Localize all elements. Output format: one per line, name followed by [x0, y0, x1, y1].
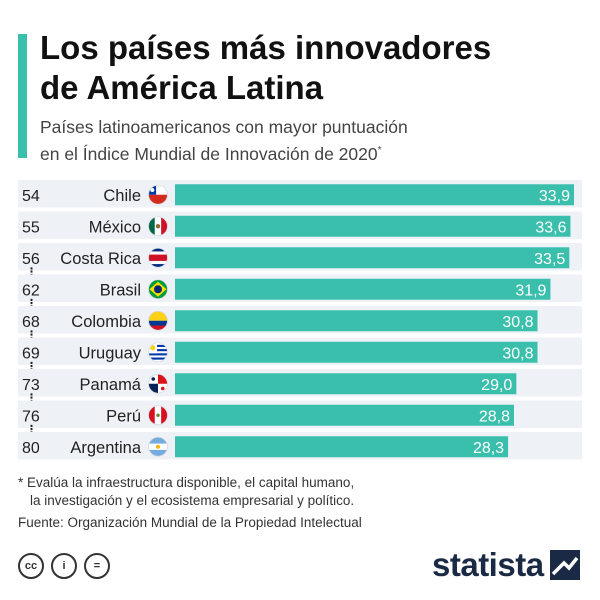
- bar: [175, 310, 538, 332]
- chart-title: Los países más innovadores de América La…: [40, 28, 580, 108]
- country-label: Chile: [103, 187, 141, 205]
- source-note: Fuente: Organización Mundial de la Propi…: [18, 515, 362, 530]
- chart-subtitle: Países latinoamericanos con mayor puntua…: [40, 116, 580, 166]
- value-label: 33,5: [534, 251, 565, 268]
- bar: [175, 278, 551, 300]
- chart-subtitle-line-2: en el Índice Mundial de Innovación de 20…: [40, 139, 580, 166]
- rank-label: 69: [22, 345, 40, 362]
- title-accent-bar: [18, 34, 27, 158]
- argentina-flag-icon: [148, 436, 168, 457]
- value-label: 31,9: [515, 282, 546, 299]
- chart-title-line-1: Los países más innovadores: [40, 29, 492, 66]
- creative-commons-icon[interactable]: cc: [18, 553, 44, 579]
- chart-title-line-2: de América Latina: [40, 69, 324, 106]
- peru-flag-icon: [148, 405, 168, 426]
- gap-dots: ⋮: [26, 297, 37, 310]
- rank-label: 62: [22, 282, 40, 299]
- bar: [175, 341, 538, 363]
- footnote-line-2: la investigación y el ecosistema empresa…: [30, 493, 355, 508]
- value-label: 28,8: [479, 408, 510, 425]
- license-icons: cc i =: [18, 553, 110, 579]
- bar: [175, 436, 509, 458]
- rank-label: 80: [22, 440, 40, 457]
- bar: [175, 404, 514, 426]
- footnote: * Evalúa la infraestructura disponible, …: [18, 474, 588, 510]
- innovation-bar-chart: 54 Chile 33,9 55 México 33,6 56 Costa Rica 33,5 ⋮…: [18, 180, 582, 460]
- country-label: Perú: [106, 407, 141, 425]
- bar: [175, 247, 570, 269]
- footnote-line-1: * Evalúa la infraestructura disponible, …: [18, 475, 355, 490]
- bar: [175, 184, 574, 206]
- rank-label: 73: [22, 377, 40, 394]
- rank-label: 55: [22, 219, 40, 236]
- gap-dots: ⋮: [26, 266, 37, 279]
- chile-flag-icon: [148, 184, 168, 205]
- country-label: Uruguay: [79, 344, 142, 362]
- no-derivatives-icon[interactable]: =: [84, 553, 110, 579]
- bar: [175, 373, 517, 395]
- statista-wordmark: statista: [432, 546, 544, 583]
- country-label: Colombia: [71, 313, 142, 331]
- brazil-flag-icon: [148, 279, 168, 300]
- panama-flag-icon: [148, 373, 168, 394]
- gap-dots: ⋮: [26, 392, 37, 405]
- attribution-icon[interactable]: i: [51, 553, 77, 579]
- bar: [175, 215, 571, 237]
- rank-label: 54: [22, 188, 40, 205]
- footnote-marker: *: [377, 145, 382, 156]
- country-label: Argentina: [70, 439, 141, 457]
- uruguay-flag-icon: [148, 342, 168, 363]
- gap-dots: ⋮: [26, 360, 37, 373]
- gap-dots: ⋮: [26, 329, 37, 342]
- rank-label: 68: [22, 314, 40, 331]
- value-label: 33,9: [539, 188, 570, 205]
- value-label: 30,8: [502, 314, 533, 331]
- statista-logo-icon: [549, 550, 580, 580]
- country-label: Panamá: [80, 376, 142, 394]
- value-label: 29,0: [481, 377, 512, 394]
- value-label: 33,6: [535, 219, 566, 236]
- costa-rica-flag-icon: [148, 247, 168, 268]
- country-label: México: [89, 218, 141, 236]
- statista-logo[interactable]: statista: [432, 547, 580, 583]
- mexico-flag-icon: [148, 216, 168, 237]
- rank-label: 76: [22, 408, 40, 425]
- value-label: 30,8: [502, 345, 533, 362]
- chart-subtitle-line-2-text: en el Índice Mundial de Innovación de 20…: [40, 143, 378, 164]
- value-label: 28,3: [473, 440, 504, 457]
- country-label: Brasil: [100, 281, 141, 299]
- country-label: Costa Rica: [60, 250, 142, 268]
- colombia-flag-icon: [148, 310, 168, 331]
- gap-dots: ⋮: [26, 423, 37, 436]
- rank-label: 56: [22, 251, 40, 268]
- chart-subtitle-line-1: Países latinoamericanos con mayor puntua…: [40, 117, 408, 137]
